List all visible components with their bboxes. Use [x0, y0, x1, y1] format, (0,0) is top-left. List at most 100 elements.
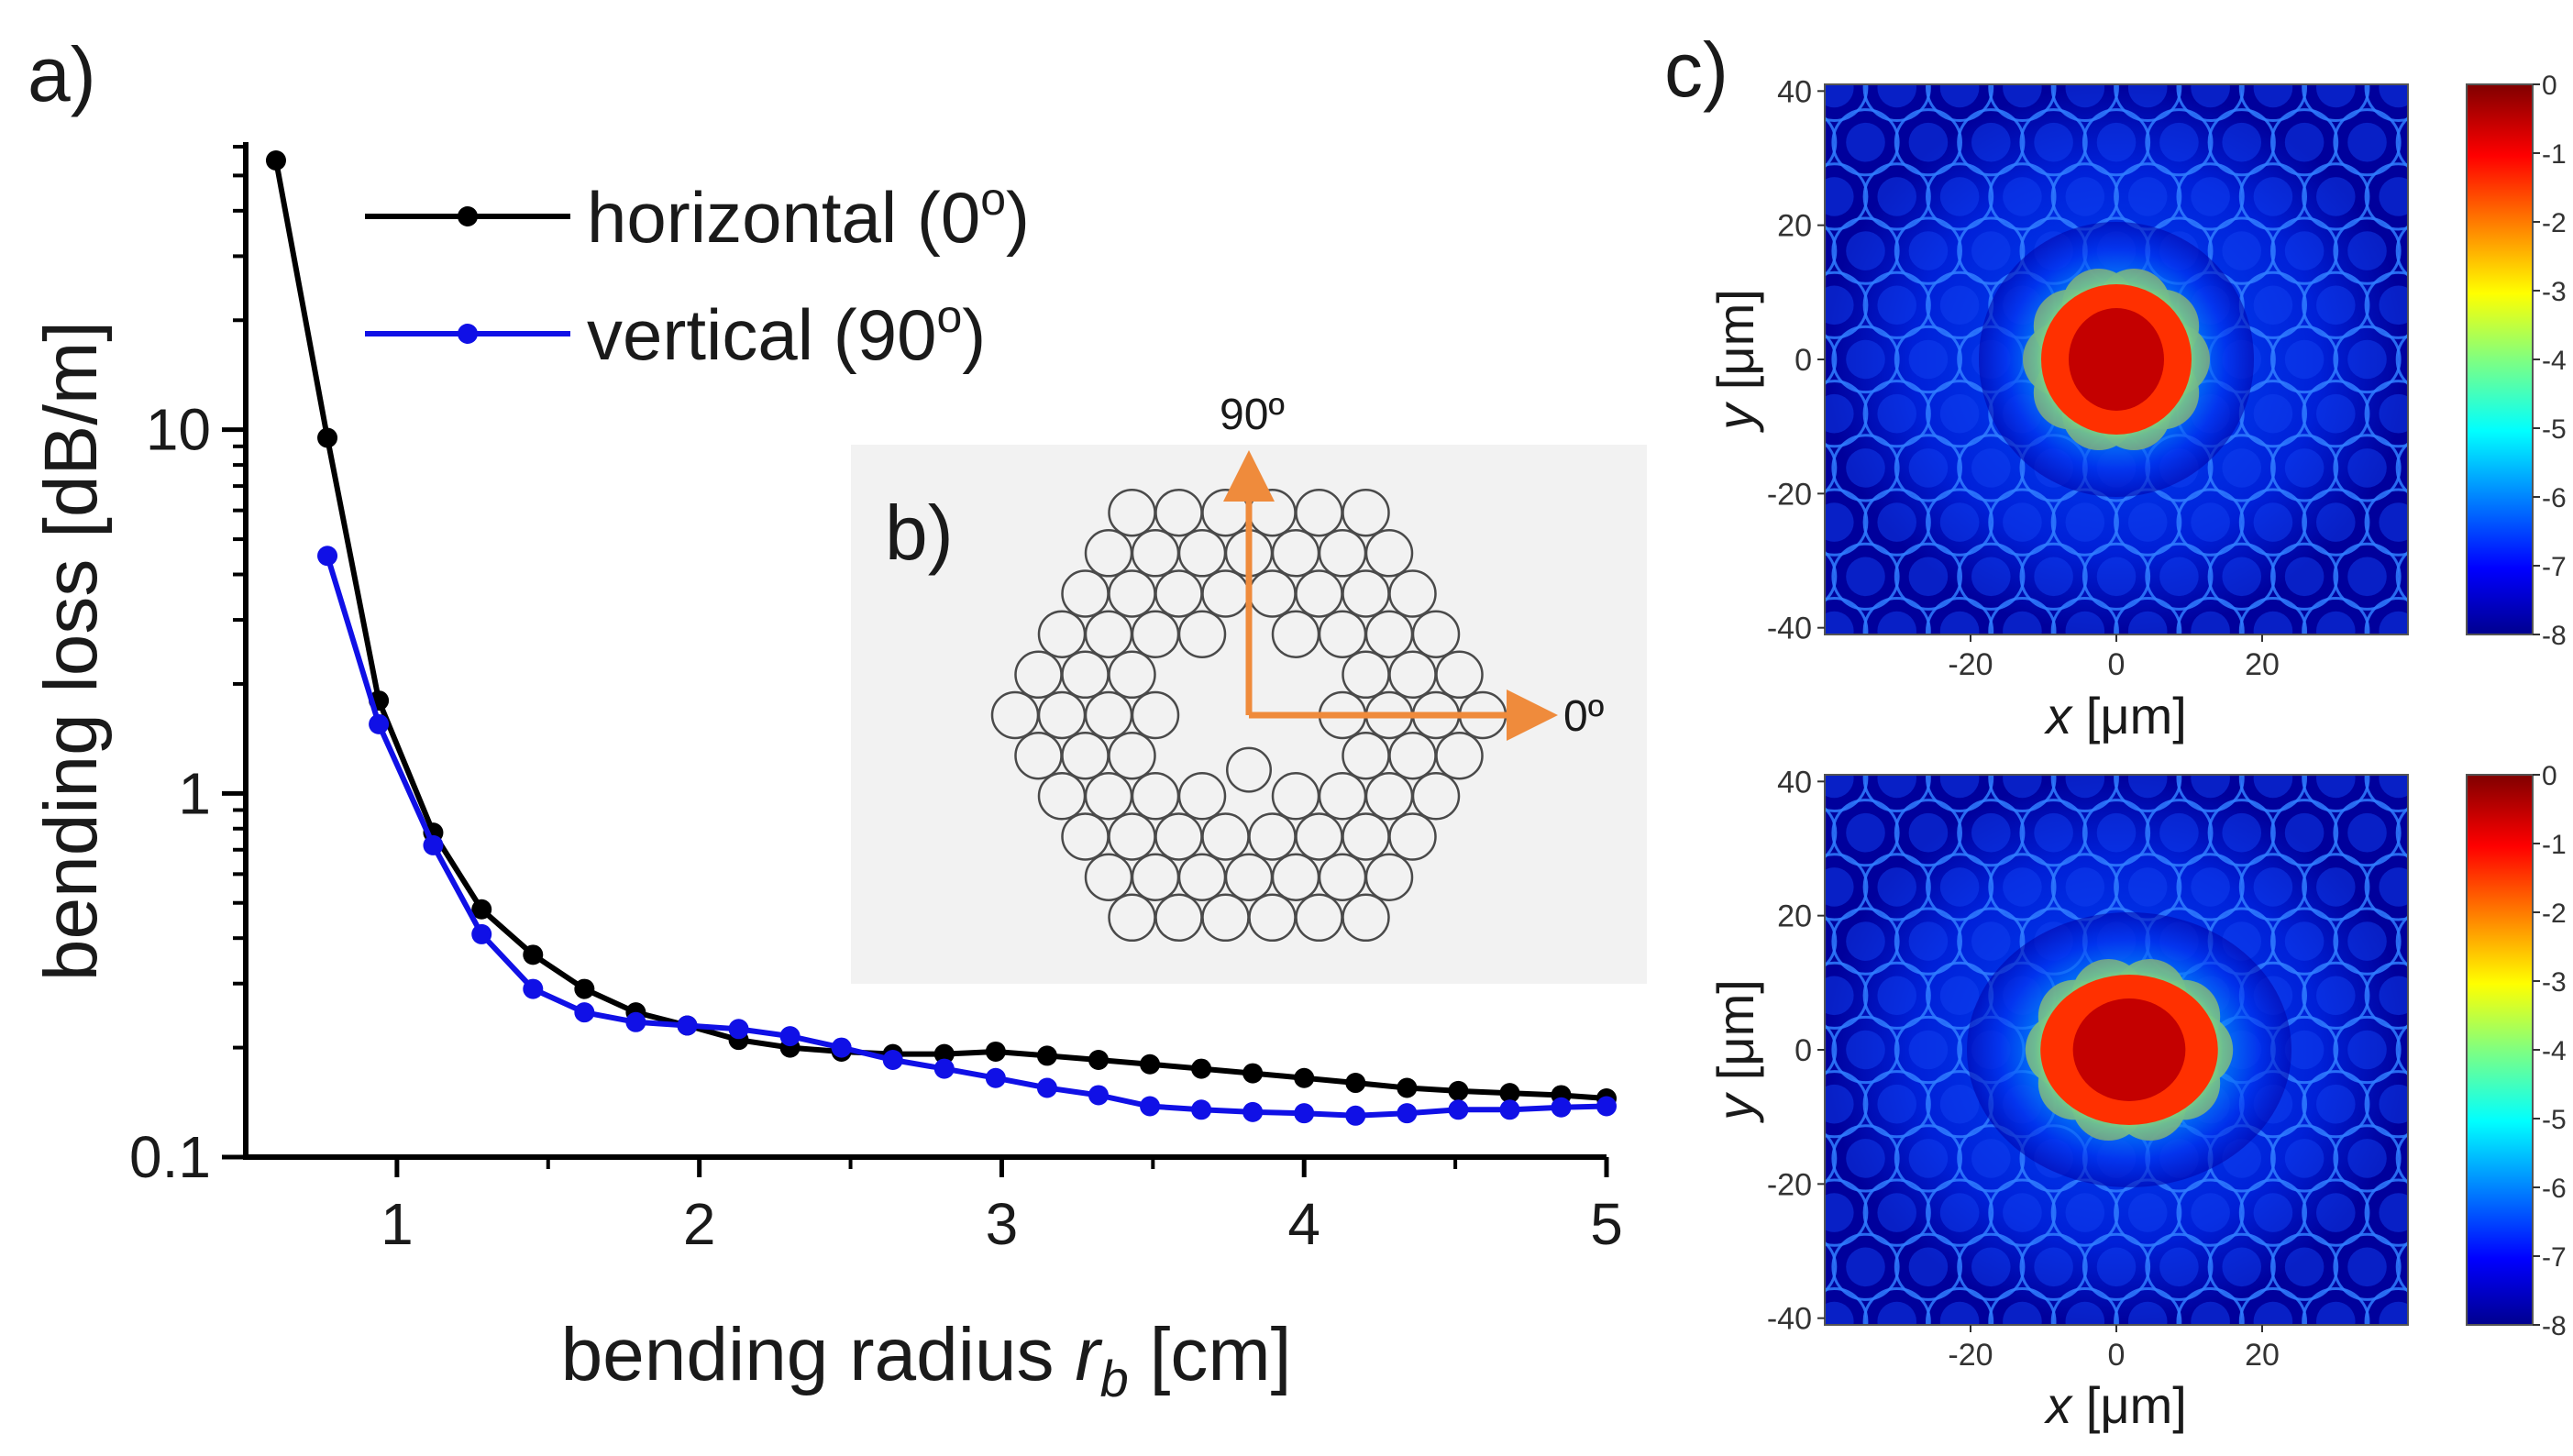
- map-y-tick-label: -40: [1767, 1302, 1812, 1337]
- lattice-ring: [2052, 0, 2117, 12]
- lattice-glow: [1939, 285, 1980, 325]
- lattice-ring: [2395, 806, 2408, 859]
- capillary: [1108, 893, 1156, 943]
- lattice-ring: [2302, 853, 2370, 921]
- lattice-glow: [2253, 502, 2293, 542]
- capillary: [1364, 772, 1414, 821]
- lattice-ring: [1831, 1124, 1900, 1193]
- lattice-ring: [2114, 775, 2182, 812]
- lattice-glow: [2379, 976, 2408, 1016]
- lattice-glow: [2411, 448, 2450, 488]
- lattice-glow: [2191, 775, 2230, 799]
- lattice-ring: [1831, 325, 1900, 394]
- lattice-ring: [2303, 637, 2369, 702]
- lattice-ring: [1957, 542, 2026, 611]
- capillary: [1108, 812, 1156, 861]
- label-0-degree: 0º: [1563, 692, 1604, 741]
- lattice-glow: [2003, 1193, 2042, 1232]
- data-point: [1140, 1096, 1161, 1117]
- data-point: [831, 1037, 852, 1058]
- bending-loss-chart: 1 2 3 4 5 0.1 1 10 horizontal (0o) vertical (90o…: [29, 142, 1623, 1407]
- lattice-ring: [2082, 799, 2151, 867]
- lattice-ring: [2270, 108, 2339, 177]
- lattice-ring: [2302, 1287, 2370, 1325]
- lattice-glow: [1908, 1139, 1949, 1178]
- lattice-glow: [2065, 611, 2105, 634]
- lattice-glow: [2034, 812, 2073, 853]
- capillary: [1364, 529, 1414, 578]
- lattice-glow: [2316, 1301, 2356, 1325]
- capillary: [1131, 772, 1180, 821]
- lattice-glow: [2379, 775, 2408, 799]
- lattice-ring: [1927, 707, 1993, 772]
- lattice-ring: [1833, 1343, 1898, 1408]
- capillary: [1388, 731, 1437, 780]
- lattice-glow: [1909, 14, 1949, 53]
- data-point: [985, 1041, 1006, 1062]
- lattice-ring: [1959, 691, 2024, 756]
- lattice-ring: [1927, 1397, 1993, 1456]
- lattice-ring: [1926, 162, 1994, 231]
- lattice-glow: [1846, 1356, 1885, 1395]
- lattice-glow: [2034, 122, 2073, 162]
- capillary: [1295, 488, 1343, 537]
- lattice-ring: [2302, 270, 2370, 339]
- capillary: [1248, 812, 1297, 861]
- capillary: [1108, 488, 1156, 537]
- lattice-glow: [2003, 1301, 2042, 1325]
- data-point: [1448, 1099, 1469, 1120]
- lattice-glow: [2003, 611, 2042, 634]
- lattice-ring: [2145, 542, 2214, 611]
- map-y-tick-label: 40: [1777, 765, 1812, 800]
- data-point: [1596, 1096, 1617, 1117]
- lattice-ring: [1825, 270, 1869, 339]
- lattice-glow: [1909, 666, 1949, 705]
- lattice-glow: [1721, 1139, 1761, 1178]
- colorbar-tick-label: -8: [2542, 621, 2567, 651]
- lattice-ring: [2114, 84, 2182, 122]
- lattice-ring: [1862, 380, 1931, 448]
- lattice-glow: [1939, 611, 1980, 634]
- lattice-ring: [1833, 1, 1898, 66]
- lattice-ring: [1825, 597, 1869, 634]
- colorbar-tick-label: -4: [2542, 346, 2567, 376]
- y-axis-title: bending loss [dB/m]: [29, 321, 113, 981]
- heatmap-lattice: [1658, 0, 2450, 772]
- map-x-tick-label: 0: [2108, 1338, 2126, 1373]
- map-x-tick-label: -20: [1948, 1338, 1993, 1373]
- lattice-ring: [1831, 1015, 1900, 1085]
- data-point: [574, 978, 595, 999]
- lattice-glow: [2411, 231, 2450, 270]
- lattice-ring: [2238, 1287, 2307, 1325]
- lattice-glow: [2284, 122, 2325, 162]
- lattice-glow: [2159, 812, 2199, 853]
- data-point: [369, 713, 390, 734]
- lattice-ring: [2335, 691, 2400, 756]
- lattice-ring: [2238, 162, 2307, 231]
- lattice-glow: [2316, 84, 2356, 108]
- lattice-ring: [1831, 216, 1900, 285]
- lattice-glow: [1658, 340, 1697, 380]
- lattice-glow: [2411, 1139, 2450, 1178]
- lattice-ring: [1825, 333, 1838, 386]
- lattice-ring: [1862, 597, 1931, 634]
- lattice-glow: [2096, 812, 2137, 853]
- lattice-glow: [1939, 775, 1980, 799]
- lattice-ring: [1895, 691, 1960, 756]
- lattice-glow: [2065, 177, 2105, 216]
- lattice-ring: [2270, 799, 2339, 867]
- capillary: [1108, 650, 1156, 700]
- capillary: [1411, 772, 1461, 821]
- capillary: [1131, 690, 1180, 740]
- lattice-ring: [1988, 853, 2057, 921]
- lattice-ring: [1825, 1287, 1869, 1325]
- lattice-ring: [2302, 597, 2370, 634]
- lattice-ring: [1926, 853, 1994, 921]
- x-tick-label: 4: [1287, 1191, 1320, 1257]
- lattice-ring: [2303, 1397, 2369, 1456]
- lattice-glow: [1783, 557, 1823, 597]
- capillary: [1177, 772, 1227, 821]
- lattice-ring: [2272, 691, 2337, 756]
- lattice-glow: [2379, 285, 2408, 325]
- lattice-glow: [2191, 177, 2230, 216]
